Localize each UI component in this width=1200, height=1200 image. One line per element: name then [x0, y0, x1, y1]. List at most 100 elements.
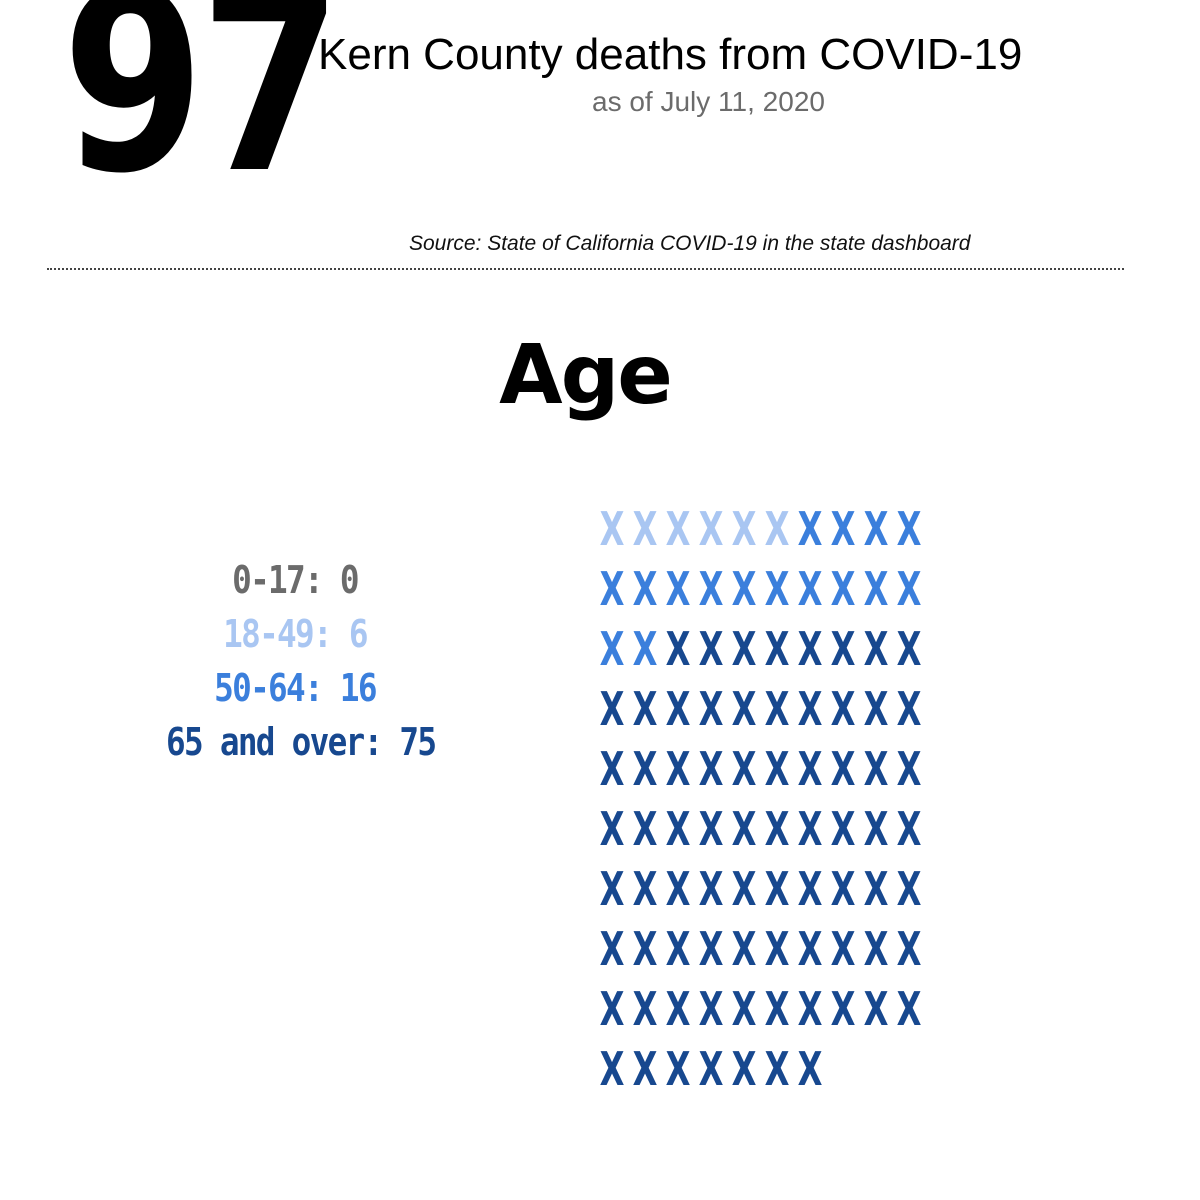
death-marker-65-and-over: X	[732, 743, 757, 796]
death-marker-65-and-over: X	[897, 983, 922, 1036]
legend-value: 0	[339, 558, 360, 602]
death-marker-65-and-over: X	[831, 623, 856, 676]
death-marker-65-and-over: X	[864, 803, 889, 856]
death-marker-65-and-over: X	[831, 683, 856, 736]
death-marker-65-and-over: X	[798, 923, 823, 976]
legend-value: 16	[339, 666, 378, 710]
death-marker-65-and-over: X	[798, 623, 823, 676]
death-marker-65-and-over: X	[798, 983, 823, 1036]
legend-label: 50-64:	[214, 666, 323, 710]
death-marker-65-and-over: X	[666, 923, 691, 976]
death-marker-65-and-over: X	[897, 923, 922, 976]
legend-label: 65 and over:	[166, 720, 383, 764]
death-marker-65-and-over: X	[732, 923, 757, 976]
death-marker-65-and-over: X	[633, 743, 658, 796]
death-marker-65-and-over: X	[897, 623, 922, 676]
death-marker-50-64: X	[765, 563, 790, 616]
death-marker-65-and-over: X	[600, 1043, 625, 1096]
death-marker-65-and-over: X	[633, 923, 658, 976]
death-marker-65-and-over: X	[699, 803, 724, 856]
legend-value: 6	[348, 612, 369, 656]
death-marker-65-and-over: X	[831, 743, 856, 796]
death-marker-65-and-over: X	[897, 803, 922, 856]
death-marker-65-and-over: X	[765, 803, 790, 856]
death-marker-65-and-over: X	[897, 743, 922, 796]
legend-label: 0-17:	[232, 558, 324, 602]
death-marker-65-and-over: X	[600, 683, 625, 736]
death-marker-65-and-over: X	[732, 623, 757, 676]
death-marker-65-and-over: X	[732, 803, 757, 856]
death-marker-65-and-over: X	[732, 863, 757, 916]
legend-row-50-64: 50-64: 16	[166, 661, 424, 715]
death-marker-50-64: X	[864, 503, 889, 556]
death-marker-65-and-over: X	[699, 743, 724, 796]
death-marker-65-and-over: X	[798, 803, 823, 856]
death-marker-65-and-over: X	[765, 743, 790, 796]
death-marker-65-and-over: X	[864, 863, 889, 916]
death-marker-65-and-over: X	[831, 863, 856, 916]
death-marker-65-and-over: X	[600, 863, 625, 916]
legend-row-0-17: 0-17: 0	[166, 553, 424, 607]
death-marker-65-and-over: X	[765, 623, 790, 676]
death-marker-65-and-over: X	[864, 923, 889, 976]
death-marker-18-49: X	[732, 503, 757, 556]
death-marker-65-and-over: X	[666, 983, 691, 1036]
death-marker-50-64: X	[699, 563, 724, 616]
death-marker-65-and-over: X	[666, 1043, 691, 1096]
death-marker-65-and-over: X	[666, 623, 691, 676]
death-marker-50-64: X	[666, 563, 691, 616]
death-marker-50-64: X	[633, 623, 658, 676]
death-marker-65-and-over: X	[798, 863, 823, 916]
death-marker-50-64: X	[600, 623, 625, 676]
death-marker-18-49: X	[666, 503, 691, 556]
death-marker-65-and-over: X	[831, 923, 856, 976]
death-marker-65-and-over: X	[699, 863, 724, 916]
death-marker-65-and-over: X	[831, 983, 856, 1036]
total-deaths-number: 97	[62, 0, 342, 228]
death-marker-65-and-over: X	[666, 743, 691, 796]
death-marker-18-49: X	[765, 503, 790, 556]
legend-row-18-49: 18-49: 6	[166, 607, 424, 661]
death-marker-65-and-over: X	[864, 983, 889, 1036]
death-marker-50-64: X	[831, 503, 856, 556]
death-marker-65-and-over: X	[798, 683, 823, 736]
death-marker-50-64: X	[633, 563, 658, 616]
headline: Kern County deaths from COVID-19	[318, 30, 1023, 79]
death-marker-65-and-over: X	[798, 743, 823, 796]
death-marker-50-64: X	[798, 563, 823, 616]
death-marker-65-and-over: X	[633, 863, 658, 916]
death-marker-65-and-over: X	[897, 683, 922, 736]
death-marker-18-49: X	[699, 503, 724, 556]
death-marker-50-64: X	[831, 563, 856, 616]
death-marker-65-and-over: X	[765, 983, 790, 1036]
death-marker-65-and-over: X	[633, 683, 658, 736]
death-marker-50-64: X	[897, 503, 922, 556]
death-marker-65-and-over: X	[732, 1043, 757, 1096]
death-marker-18-49: X	[633, 503, 658, 556]
death-marker-65-and-over: X	[699, 683, 724, 736]
death-marker-65-and-over: X	[699, 1043, 724, 1096]
death-marker-50-64: X	[897, 563, 922, 616]
death-marker-65-and-over: X	[666, 683, 691, 736]
death-marker-65-and-over: X	[798, 1043, 823, 1096]
death-marker-65-and-over: X	[765, 923, 790, 976]
legend-label: 18-49:	[223, 612, 332, 656]
death-marker-65-and-over: X	[699, 983, 724, 1036]
death-marker-65-and-over: X	[864, 683, 889, 736]
death-marker-50-64: X	[600, 563, 625, 616]
death-marker-65-and-over: X	[732, 683, 757, 736]
death-marker-50-64: X	[864, 563, 889, 616]
death-marker-65-and-over: X	[699, 623, 724, 676]
source-note: Source: State of California COVID-19 in …	[409, 232, 971, 255]
death-marker-65-and-over: X	[666, 803, 691, 856]
death-marker-18-49: X	[600, 503, 625, 556]
death-marker-50-64: X	[798, 503, 823, 556]
death-marker-65-and-over: X	[864, 623, 889, 676]
death-marker-65-and-over: X	[831, 803, 856, 856]
section-title-age: Age	[499, 328, 673, 423]
age-legend: 0-17: 0 18-49: 6 50-64: 16 65 and over: …	[145, 553, 445, 769]
death-marker-65-and-over: X	[600, 923, 625, 976]
death-marker-65-and-over: X	[633, 1043, 658, 1096]
death-marker-65-and-over: X	[600, 983, 625, 1036]
